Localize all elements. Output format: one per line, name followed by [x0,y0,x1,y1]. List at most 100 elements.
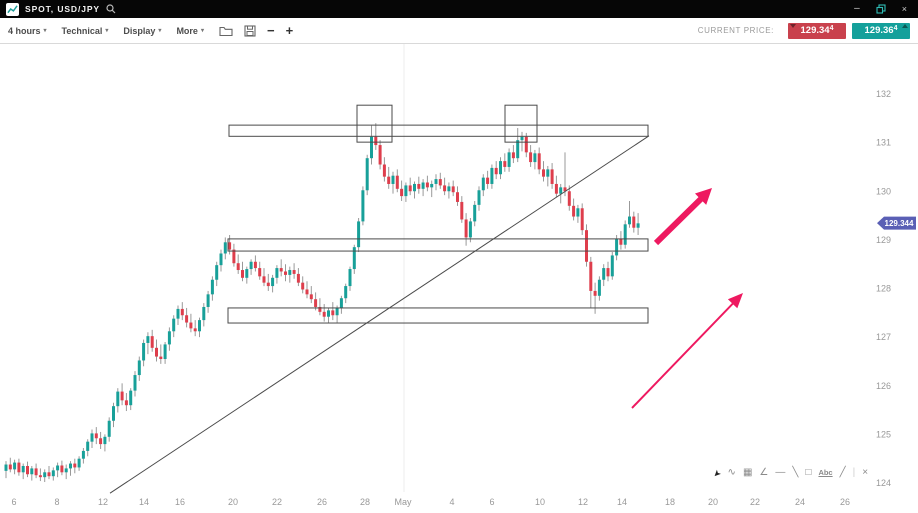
double-top-box-1[interactable] [356,104,393,143]
candle-up [610,255,614,277]
candle-up [344,286,348,299]
bullish-arrow-1[interactable] [653,188,712,246]
bid-price-badge: 129.34 4 [788,22,846,39]
double-top-box-2[interactable] [504,104,538,143]
candle-down [241,270,244,278]
search-icon[interactable] [106,4,116,14]
x-axis-label: 6 [11,497,16,507]
candle-up [176,308,180,319]
y-axis-label: 126 [876,381,891,391]
candle-up [133,375,137,391]
bid-price-fraction: 4 [829,24,834,32]
grid-tool-icon[interactable]: ▦ [742,467,753,478]
candle-down [451,186,455,193]
curve-tool-icon[interactable]: ∿ [727,467,736,478]
display-dropdown[interactable]: Display ▾ [123,26,161,36]
support-zone-lower[interactable] [227,307,649,324]
technical-dropdown[interactable]: Technical ▾ [62,26,109,36]
candle-up [146,336,150,343]
pointer-tool-icon[interactable]: ➤ [710,467,724,480]
technical-dropdown-label: Technical [61,25,103,36]
candle-up [447,186,451,192]
candle-down [8,464,12,470]
x-axis-label: 22 [750,497,760,507]
candle-up [69,463,72,469]
candle-down [60,465,64,473]
candle-up [533,153,537,163]
candle-up [103,436,107,445]
restore-button[interactable] [871,4,891,14]
candle-up [56,465,60,471]
candle-up [339,298,343,308]
y-axis-label: 127 [876,332,891,342]
more-dropdown-label: More [176,25,198,36]
candle-up [516,140,520,159]
candle-down [503,161,507,167]
candle-up [167,331,171,345]
candle-down [374,136,378,146]
candle-down [408,185,412,192]
zoom-in-button[interactable]: + [285,23,294,38]
candle-down [314,299,318,307]
save-icon[interactable] [244,24,256,37]
candle-up [107,420,111,437]
timeframe-dropdown-label: 4 hours [8,25,41,36]
candle-down [185,315,189,323]
candle-down [537,153,541,170]
ascending-trendline[interactable] [109,135,650,494]
text-tool-icon[interactable]: Abc [818,468,833,478]
candle-up [271,277,275,287]
x-axis-label: 20 [708,497,718,507]
candle-up [602,268,606,280]
x-axis-label: 20 [228,497,238,507]
candle-down [189,322,193,329]
candle-down [331,310,335,316]
candle-down [279,268,283,272]
candle-down [236,263,240,271]
candle-down [632,216,636,228]
candle-up [142,342,146,361]
candle-down [572,205,576,217]
candle-up [559,187,563,194]
fan-lines-tool-icon[interactable]: ∠ [759,467,769,478]
candle-up [404,185,408,197]
toolbar-separator: | [852,467,856,478]
timeframe-dropdown[interactable]: 4 hours ▾ [8,26,47,36]
candle-down [159,356,163,360]
zoom-out-button[interactable]: − [266,23,275,38]
current-price-marker [877,216,916,230]
rectangle-tool-icon[interactable]: □ [805,467,812,478]
candle-down [318,306,322,312]
resistance-zone[interactable] [228,124,649,137]
x-axis-label: 12 [98,497,108,507]
more-dropdown[interactable]: More ▾ [176,26,204,36]
chevron-down-icon: ▾ [105,28,109,34]
title-bar: SPOT, USD/JPY – × [0,0,918,18]
close-button[interactable]: × [901,4,907,14]
ray-tool-icon[interactable]: ╱ [839,467,846,478]
ask-price-fraction: 4 [893,24,898,32]
bullish-arrow-2[interactable] [631,293,743,409]
candle-up [636,223,640,228]
close-toolbar-icon[interactable]: × [862,467,869,478]
candle-up [288,270,292,275]
candle-up [335,307,339,316]
open-folder-icon[interactable] [219,25,233,37]
horizontal-line-tool-icon[interactable]: — [775,467,786,478]
candle-up [352,247,356,270]
candle-up [112,406,115,421]
candle-up [215,265,219,280]
chart-area: 132 131 130 129 128 127 126 125 124 6 8 12 14 16 20 22 2… [0,44,918,513]
trend-line-tool-icon[interactable]: ╲ [792,467,799,478]
candle-down [486,177,490,184]
x-axis-label: 26 [840,497,850,507]
candle-down [378,145,382,165]
drawing-toolbar: ➤ ∿ ▦ ∠ — ╲ □ Abc ╱ | × [710,467,869,480]
y-axis-label: 125 [876,429,891,439]
candle-up [202,306,206,321]
candle-up [546,169,550,177]
minimize-button[interactable]: – [854,3,860,14]
candle-up [43,472,47,478]
support-zone-upper[interactable] [227,238,649,252]
